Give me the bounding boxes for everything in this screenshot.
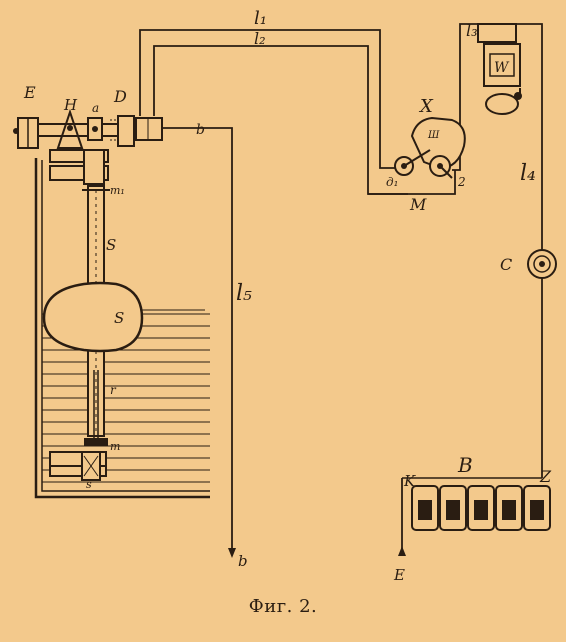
float bbox=[42, 281, 205, 353]
label-s-bottom: s bbox=[86, 478, 92, 491]
label-e-out: E bbox=[393, 566, 405, 584]
top-mechanism bbox=[13, 108, 163, 149]
label-h: H bbox=[63, 96, 78, 114]
label-d1: д₁ bbox=[386, 175, 398, 189]
label-s-float: S bbox=[114, 309, 124, 327]
label-r: r bbox=[110, 383, 117, 397]
wires bbox=[139, 23, 543, 555]
label-l4: l₄ bbox=[520, 161, 536, 186]
labels: l₁ l₂ l₃ l₄ l₅ E H a D b X W Ш M д₁ 2 C … bbox=[23, 8, 552, 584]
label-l2: l₂ bbox=[254, 29, 266, 48]
lamp-c bbox=[527, 249, 557, 279]
label-w: W bbox=[494, 60, 510, 76]
label-d: D bbox=[113, 87, 127, 106]
label-e-wheel: E bbox=[23, 83, 36, 102]
label-c: C bbox=[500, 255, 512, 274]
battery-b bbox=[402, 477, 551, 531]
bell-w bbox=[477, 23, 522, 115]
relay-x bbox=[394, 116, 466, 179]
figure-caption: Фиг. 2. bbox=[248, 596, 318, 617]
label-l3: l₃ bbox=[466, 21, 478, 40]
float-rod bbox=[49, 149, 110, 481]
label-m: M bbox=[409, 195, 427, 214]
label-m1: m₁ bbox=[110, 184, 125, 197]
label-b-small: b bbox=[196, 122, 205, 138]
label-x: X bbox=[418, 96, 434, 117]
label-sh: Ш bbox=[427, 130, 440, 141]
label-a: a bbox=[92, 101, 99, 115]
label-b-out: b bbox=[238, 552, 248, 570]
water-lines bbox=[42, 313, 210, 483]
label-2: 2 bbox=[457, 175, 466, 189]
label-battery: B bbox=[457, 453, 473, 477]
arrows bbox=[228, 546, 406, 558]
label-s-tube: S bbox=[106, 236, 116, 254]
label-l5: l₅ bbox=[236, 281, 252, 306]
label-m-low: m bbox=[110, 440, 120, 453]
water-tank bbox=[34, 158, 210, 499]
label-k: K bbox=[403, 472, 416, 490]
label-l1: l₁ bbox=[254, 8, 267, 29]
label-z: Z bbox=[539, 467, 552, 486]
